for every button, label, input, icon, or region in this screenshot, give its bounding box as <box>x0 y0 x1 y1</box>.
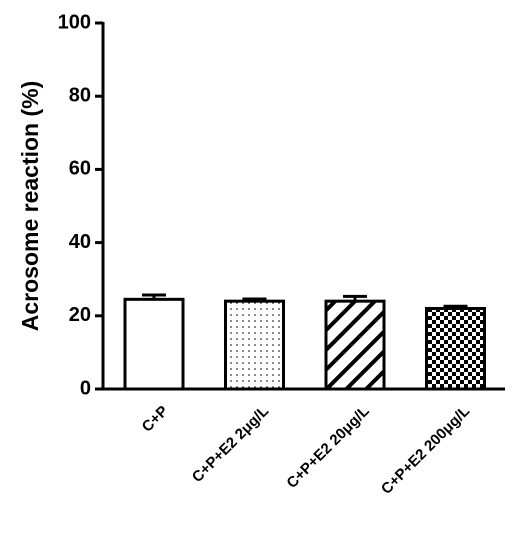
y-tick-label: 80 <box>69 84 91 106</box>
x-tick-label: C+P+E2 200μg/L <box>378 403 473 498</box>
y-tick-label: 20 <box>69 304 91 326</box>
y-tick-label: 100 <box>58 11 91 33</box>
y-axis-label: Acrosome reaction (%) <box>17 81 43 332</box>
error-bar <box>142 293 166 300</box>
y-tick-label: 40 <box>69 231 91 253</box>
y-tick-label: 60 <box>69 158 91 180</box>
bar <box>123 297 185 391</box>
error-bar <box>343 294 367 302</box>
x-tick-label: C+P <box>139 403 172 436</box>
error-bar <box>242 297 267 302</box>
bar <box>425 306 486 391</box>
x-tick-label: C+P+E2 20μg/L <box>283 403 372 492</box>
error-bar <box>443 304 468 309</box>
bar <box>324 299 386 391</box>
bar <box>224 299 285 391</box>
x-tick-label: C+P+E2 2μg/L <box>189 403 272 486</box>
y-tick-label: 0 <box>80 377 91 399</box>
